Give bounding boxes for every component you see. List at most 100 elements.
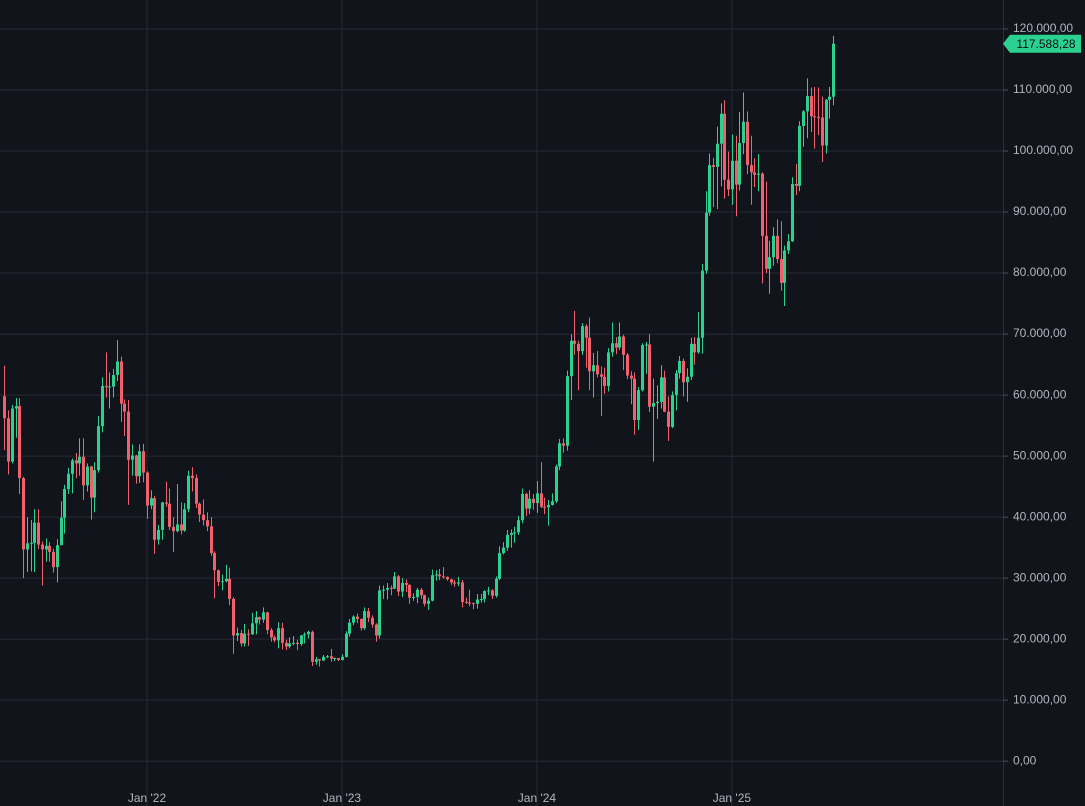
candle-body (746, 121, 749, 166)
candle-body (37, 522, 40, 545)
candle-body (202, 514, 205, 521)
candle-body (663, 377, 666, 412)
candle-body (735, 160, 738, 185)
candle-body (795, 183, 798, 186)
candle-body (195, 478, 198, 504)
y-tick-label: 40.000,00 (1013, 509, 1067, 523)
candle-body (251, 623, 254, 635)
candle-body (787, 241, 790, 251)
candle-body (307, 631, 310, 635)
candle-body (228, 578, 231, 599)
candle-body (78, 456, 81, 464)
candle-body (412, 597, 415, 599)
candle-body (817, 116, 820, 118)
candle-body (330, 656, 333, 659)
candle-body (825, 99, 828, 146)
candle-body (326, 656, 329, 658)
candle-body (607, 352, 610, 386)
candle-body (810, 96, 813, 117)
x-tick-label: Jan '24 (518, 791, 557, 805)
candle-body (296, 642, 299, 645)
candle-body (138, 451, 141, 477)
candle-body (551, 501, 554, 505)
candle-body (603, 376, 606, 386)
candle-body (277, 628, 280, 641)
candle-body (566, 376, 569, 446)
candle-body (802, 111, 805, 127)
candle-body (270, 630, 273, 638)
candle-body (348, 622, 351, 634)
candle-body (198, 503, 201, 515)
candle-body (686, 376, 689, 383)
candle-body (705, 212, 708, 271)
candle-body (761, 173, 764, 236)
candle-body (543, 506, 546, 508)
candle-body (510, 532, 513, 535)
candle-body (438, 574, 441, 577)
candle-body (258, 617, 261, 620)
candle-body (723, 113, 726, 180)
candle-body (483, 590, 486, 599)
candle-body (765, 235, 768, 269)
candle-body (273, 637, 276, 641)
candle-body (498, 553, 501, 579)
last-price-tag (1003, 34, 1081, 53)
candle-body (716, 143, 719, 167)
candle-body (153, 498, 156, 540)
candle-body (183, 509, 186, 531)
candle-body (708, 165, 711, 213)
candle-body (630, 375, 633, 379)
candle-body (461, 582, 464, 602)
candle-body (431, 575, 434, 601)
candle-body (292, 642, 295, 644)
candle-body (626, 354, 629, 376)
candle-body (622, 336, 625, 355)
candle-body (18, 406, 21, 479)
candle-body (225, 578, 228, 582)
y-tick-label: 50.000,00 (1013, 448, 1067, 462)
candle-body (168, 503, 171, 527)
candle-body (191, 475, 194, 479)
candle-body (56, 545, 59, 568)
candle-body (491, 590, 494, 596)
candle-body (577, 343, 580, 352)
candle-body (240, 633, 243, 644)
candle-body (255, 617, 258, 624)
candle-body (127, 411, 130, 460)
candle-body (262, 612, 265, 620)
candle-body (502, 547, 505, 554)
candle-body (90, 466, 93, 498)
candles (3, 35, 835, 667)
candle-body (420, 589, 423, 596)
candle-body (641, 345, 644, 391)
candle-body (495, 578, 498, 596)
candle-body (41, 544, 44, 550)
candle-body (3, 396, 6, 419)
candle-body (33, 522, 36, 543)
candle-body (442, 576, 445, 578)
candle-body (345, 633, 348, 657)
candle-body (311, 631, 314, 662)
candle-body (645, 344, 648, 346)
candle-body (416, 589, 419, 598)
candle-body (405, 583, 408, 585)
x-tick-label: Jan '22 (128, 791, 167, 805)
candle-body (813, 116, 816, 118)
candle-body (243, 633, 246, 644)
candle-body (390, 587, 393, 589)
candle-body (150, 498, 153, 506)
y-tick-label: 20.000,00 (1013, 631, 1067, 645)
candle-body (52, 551, 55, 568)
candle-body (22, 478, 25, 550)
candle-body (652, 403, 655, 407)
y-tick-label: 120.000,00 (1013, 21, 1073, 35)
candle-body (742, 121, 745, 144)
candle-body (101, 385, 104, 427)
candle-body (75, 460, 78, 464)
candle-body (772, 235, 775, 258)
candle-body (217, 570, 220, 582)
candle-body (487, 590, 490, 592)
candle-body (352, 616, 355, 623)
candle-body (562, 443, 565, 446)
candle-body (360, 619, 363, 629)
